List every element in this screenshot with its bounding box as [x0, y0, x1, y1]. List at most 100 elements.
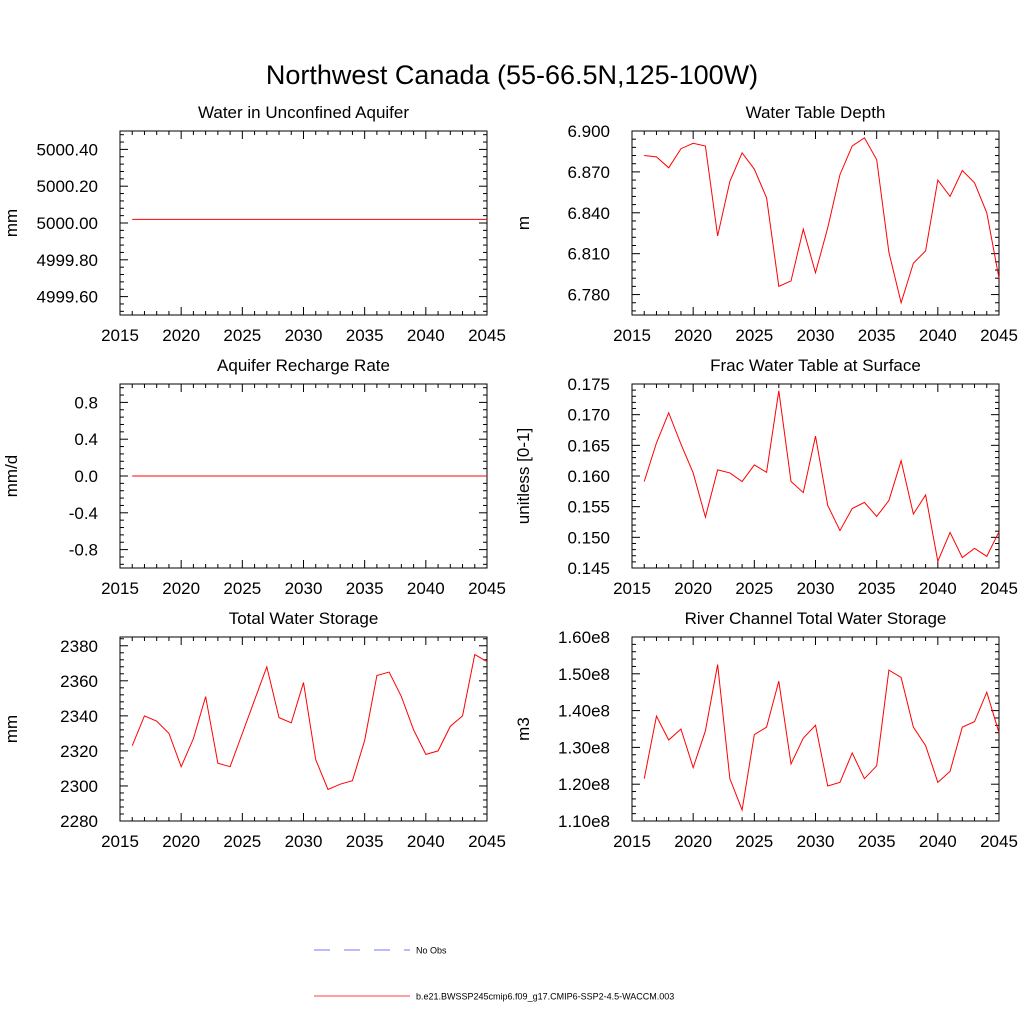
data-point — [327, 789, 328, 790]
data-point — [193, 738, 194, 739]
y-tick-label: -0.4 — [69, 504, 98, 523]
data-point — [766, 472, 767, 473]
x-tick-label: 2035 — [346, 579, 384, 598]
data-point — [901, 677, 902, 678]
x-tick-label: 2015 — [613, 579, 651, 598]
data-point — [437, 219, 438, 220]
data-point — [815, 725, 816, 726]
x-tick-label: 2035 — [858, 326, 896, 345]
x-tick-label: 2045 — [468, 832, 506, 851]
y-tick-label: 6.840 — [567, 204, 610, 223]
data-point — [949, 771, 950, 772]
data-point — [230, 475, 231, 476]
data-point — [401, 696, 402, 697]
data-point — [962, 557, 963, 558]
series-line — [644, 137, 1000, 305]
data-point — [974, 548, 975, 549]
data-point — [168, 219, 169, 220]
data-point — [376, 675, 377, 676]
data-point — [278, 219, 279, 220]
data-point — [852, 508, 853, 509]
data-point — [205, 696, 206, 697]
data-point — [693, 767, 694, 768]
data-point — [474, 475, 475, 476]
data-point — [425, 475, 426, 476]
y-tick-label: 0.145 — [567, 559, 610, 578]
data-point — [864, 778, 865, 779]
data-point — [778, 681, 779, 682]
panel-title: Frac Water Table at Surface — [710, 356, 921, 375]
x-tick-label: 2045 — [468, 579, 506, 598]
data-point — [315, 475, 316, 476]
panel-title: Aquifer Recharge Rate — [217, 356, 390, 375]
data-point — [668, 739, 669, 740]
y-tick-label: 1.40e8 — [558, 702, 610, 721]
data-point — [986, 212, 987, 213]
x-tick-label: 2035 — [346, 326, 384, 345]
y-axis-label: m — [514, 216, 533, 230]
y-tick-label: 5000.40 — [37, 140, 98, 159]
data-point — [254, 699, 255, 700]
y-tick-label: 0.150 — [567, 528, 610, 547]
data-point — [949, 196, 950, 197]
data-point — [181, 475, 182, 476]
panels: Water in Unconfined Aquifer mm 2015 2020 202… — [2, 103, 1018, 851]
y-tick-label: 6.900 — [567, 122, 610, 141]
data-point — [974, 721, 975, 722]
data-point — [888, 500, 889, 501]
data-point — [742, 152, 743, 153]
panel-river-channel-total-water-storage: River Channel Total Water Storage m3 2015 2… — [514, 609, 1018, 851]
data-point — [778, 390, 779, 391]
data-point — [315, 219, 316, 220]
data-point — [315, 759, 316, 760]
data-point — [462, 219, 463, 220]
data-point — [486, 661, 487, 662]
data-point — [364, 219, 365, 220]
data-point — [754, 169, 755, 170]
data-point — [486, 475, 487, 476]
data-point — [217, 763, 218, 764]
panel-title: Water Table Depth — [746, 103, 886, 122]
data-point — [815, 272, 816, 273]
data-point — [217, 219, 218, 220]
data-point — [901, 302, 902, 303]
data-point — [803, 492, 804, 493]
series-line — [131, 653, 488, 791]
data-point — [303, 219, 304, 220]
data-point — [925, 494, 926, 495]
data-point — [839, 530, 840, 531]
data-point — [217, 475, 218, 476]
x-tick-label: 2025 — [735, 579, 773, 598]
data-point — [925, 745, 926, 746]
data-point — [656, 716, 657, 717]
data-point — [998, 531, 999, 532]
series-line — [643, 390, 1000, 563]
legend: No Obs b.e21.BWSSP245cmip6.f09_g17.CMIP6… — [314, 946, 674, 1002]
y-tick-label: 0.0 — [74, 467, 98, 486]
data-point — [888, 670, 889, 671]
data-point — [717, 664, 718, 665]
y-axis-label: mm — [2, 209, 21, 237]
x-tick-label: 2015 — [101, 326, 139, 345]
data-point — [705, 516, 706, 517]
x-tick-label: 2030 — [797, 579, 835, 598]
legend-model-label: b.e21.BWSSP245cmip6.f09_g17.CMIP6-SSP2-4… — [416, 992, 674, 1002]
data-point — [864, 502, 865, 503]
y-tick-label: 6.810 — [567, 245, 610, 264]
x-tick-label: 2015 — [613, 326, 651, 345]
figure-title: Northwest Canada (55-66.5N,125-100W) — [266, 60, 758, 90]
data-point — [168, 475, 169, 476]
y-tick-label: 0.165 — [567, 436, 610, 455]
data-point — [193, 219, 194, 220]
data-point — [168, 733, 169, 734]
data-point — [389, 475, 390, 476]
x-tick-label: 2025 — [223, 326, 261, 345]
data-point — [962, 727, 963, 728]
panel-total-water-storage: Total Water Storage mm 2015 2020 2025 2030 203… — [2, 609, 506, 851]
data-point — [291, 219, 292, 220]
data-point — [937, 179, 938, 180]
data-point — [693, 143, 694, 144]
data-point — [266, 475, 267, 476]
data-point — [413, 729, 414, 730]
